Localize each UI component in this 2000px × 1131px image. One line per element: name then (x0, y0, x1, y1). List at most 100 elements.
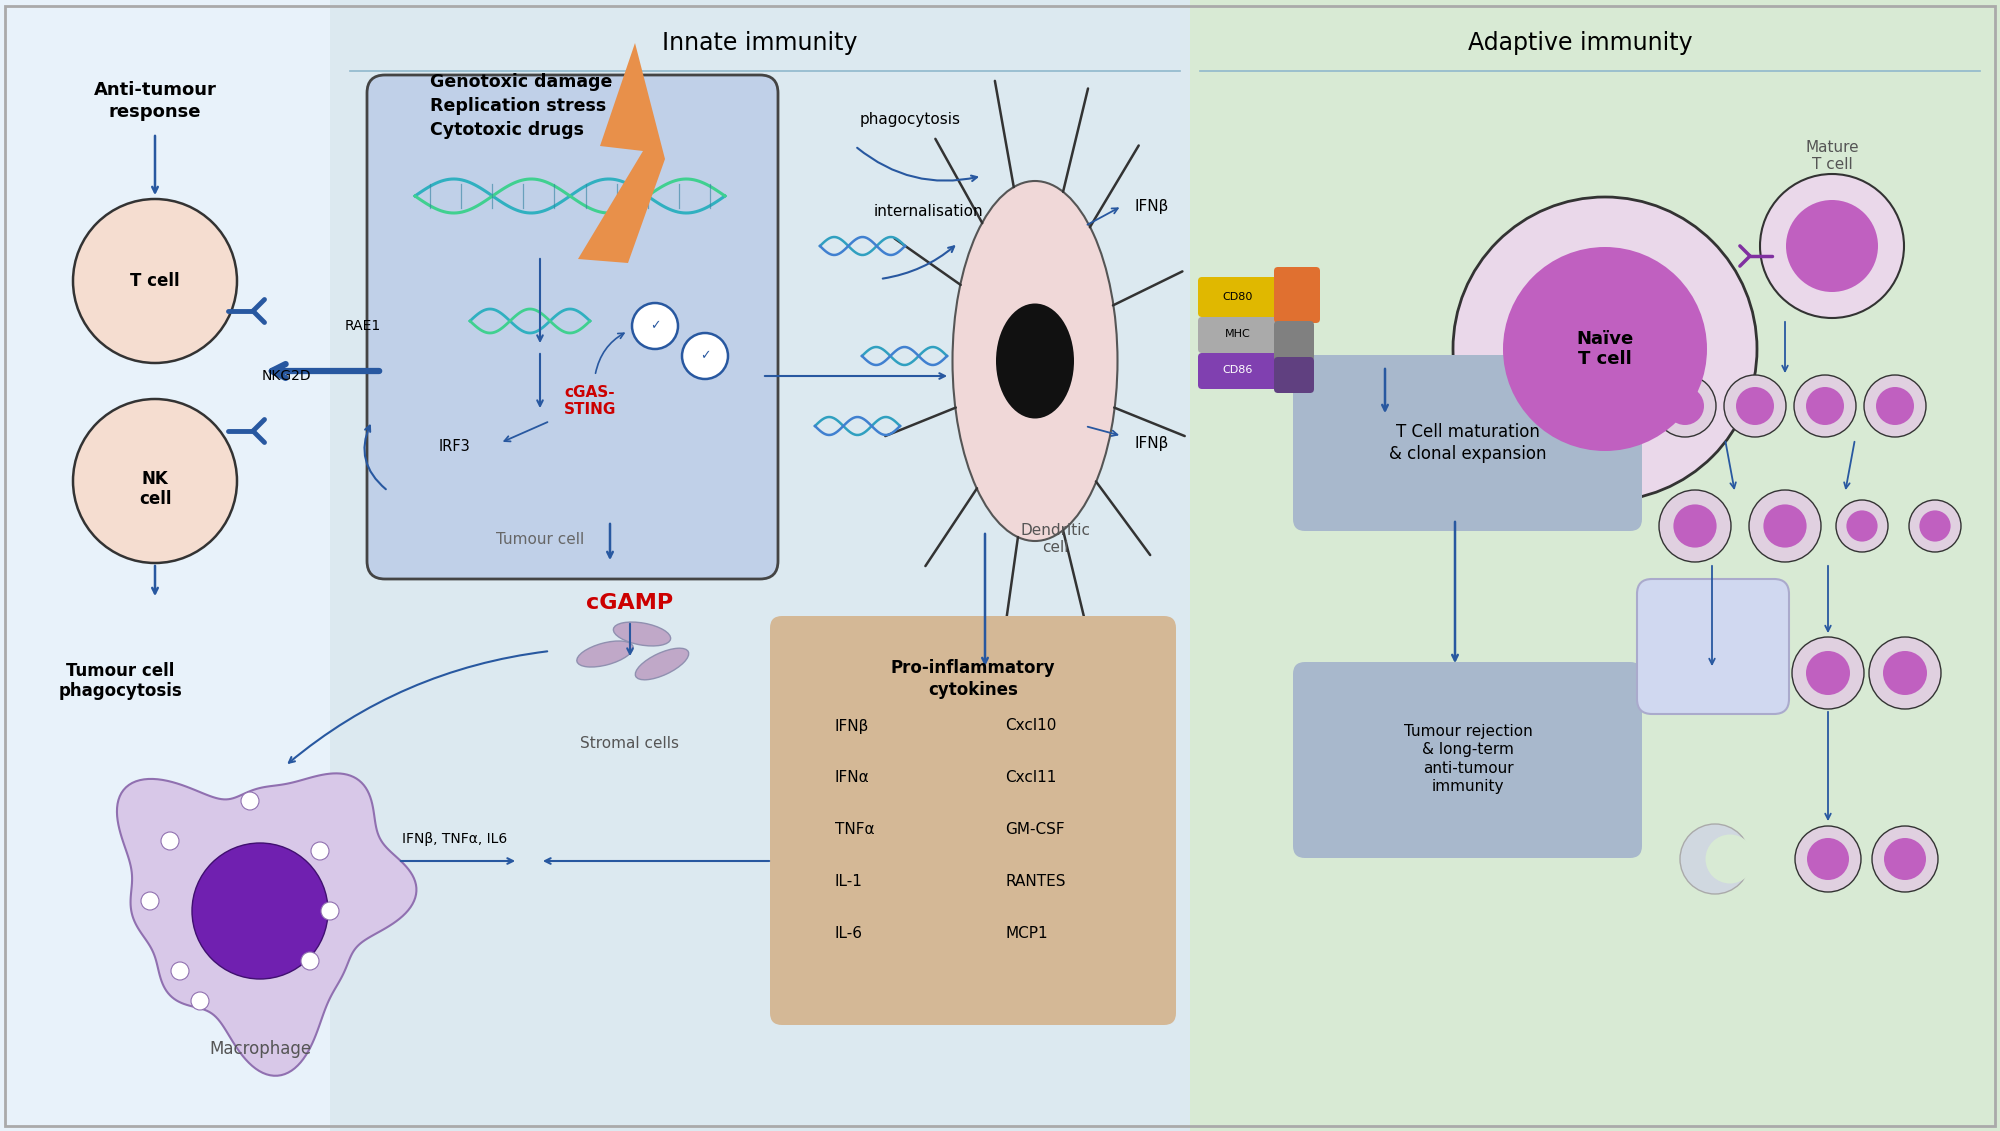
FancyBboxPatch shape (1198, 353, 1278, 389)
Circle shape (1876, 387, 1914, 425)
Text: IL-6: IL-6 (836, 926, 864, 941)
Circle shape (1660, 490, 1732, 562)
Text: T cell: T cell (130, 271, 180, 290)
Text: Adaptive immunity: Adaptive immunity (1468, 31, 1692, 55)
Ellipse shape (952, 181, 1118, 541)
FancyBboxPatch shape (1294, 355, 1642, 530)
Text: Cxcl10: Cxcl10 (1006, 718, 1056, 734)
Circle shape (1750, 490, 1822, 562)
Text: Stromal cells: Stromal cells (580, 735, 680, 751)
Circle shape (1806, 387, 1844, 425)
Circle shape (1674, 504, 1716, 547)
Text: phagocytosis: phagocytosis (860, 112, 960, 127)
Text: RAE1: RAE1 (346, 319, 382, 333)
Text: Tumour cell
phagocytosis: Tumour cell phagocytosis (58, 662, 182, 700)
FancyBboxPatch shape (1636, 579, 1790, 714)
Ellipse shape (636, 648, 688, 680)
Circle shape (320, 903, 340, 920)
Text: Anti-tumour
response: Anti-tumour response (94, 81, 216, 121)
Circle shape (1884, 651, 1928, 696)
Text: NKG2D: NKG2D (262, 369, 312, 383)
Circle shape (1764, 504, 1806, 547)
Text: Mature
T cell: Mature T cell (1806, 140, 1858, 172)
Circle shape (1836, 500, 1888, 552)
Text: ✓: ✓ (650, 319, 660, 333)
Circle shape (1760, 174, 1904, 318)
Circle shape (240, 792, 260, 810)
Circle shape (1786, 200, 1878, 292)
Text: Dendritic
cell: Dendritic cell (1020, 523, 1090, 555)
Circle shape (1806, 651, 1850, 696)
Circle shape (1666, 387, 1704, 425)
Text: T Cell maturation
& clonal expansion: T Cell maturation & clonal expansion (1390, 423, 1546, 463)
Circle shape (1794, 375, 1856, 437)
Circle shape (72, 199, 238, 363)
Text: CD86: CD86 (1222, 365, 1254, 375)
Text: IFNβ: IFNβ (1136, 435, 1170, 450)
Text: cGAMP: cGAMP (586, 593, 674, 613)
Text: internalisation: internalisation (874, 204, 982, 218)
Circle shape (300, 952, 320, 970)
Circle shape (1908, 500, 1962, 552)
Text: MHC: MHC (1226, 329, 1250, 339)
Circle shape (1452, 197, 1758, 501)
Text: TNFα: TNFα (836, 822, 874, 837)
Text: IFNβ: IFNβ (1136, 199, 1170, 214)
Ellipse shape (576, 641, 634, 667)
Text: IFNβ, TNFα, IL6: IFNβ, TNFα, IL6 (402, 832, 508, 846)
Text: Innate immunity: Innate immunity (662, 31, 858, 55)
Text: cGAS-
STING: cGAS- STING (564, 385, 616, 417)
FancyBboxPatch shape (1274, 267, 1320, 323)
Text: Tumour cell: Tumour cell (496, 532, 584, 547)
FancyBboxPatch shape (1294, 662, 1642, 858)
Ellipse shape (614, 622, 670, 646)
Polygon shape (578, 43, 664, 264)
FancyBboxPatch shape (1274, 357, 1314, 392)
Circle shape (1654, 375, 1716, 437)
Text: NK
cell: NK cell (138, 469, 172, 509)
FancyBboxPatch shape (770, 616, 1176, 1025)
Circle shape (1884, 838, 1926, 880)
Text: Pro-inflammatory
cytokines: Pro-inflammatory cytokines (890, 659, 1056, 699)
Circle shape (72, 399, 238, 563)
FancyBboxPatch shape (1274, 321, 1314, 361)
FancyBboxPatch shape (330, 0, 1190, 1131)
Circle shape (1736, 387, 1774, 425)
Text: IRF3: IRF3 (440, 439, 470, 454)
Circle shape (1808, 838, 1848, 880)
Circle shape (1680, 824, 1750, 893)
Circle shape (192, 843, 328, 979)
Text: Genotoxic damage
Replication stress
Cytotoxic drugs: Genotoxic damage Replication stress Cyto… (430, 72, 612, 139)
Circle shape (1792, 637, 1864, 709)
FancyBboxPatch shape (1190, 0, 2000, 1131)
Circle shape (172, 962, 188, 979)
Circle shape (1504, 247, 1708, 451)
Text: Macrophage: Macrophage (208, 1041, 312, 1057)
Polygon shape (116, 774, 416, 1076)
Text: IFNβ: IFNβ (836, 718, 870, 734)
Text: Naïve
T cell: Naïve T cell (1576, 329, 1634, 369)
Circle shape (1796, 826, 1860, 892)
FancyBboxPatch shape (0, 0, 330, 1131)
Text: IFNα: IFNα (836, 770, 870, 786)
Text: MCP1: MCP1 (1006, 926, 1048, 941)
FancyBboxPatch shape (1198, 317, 1278, 353)
Text: RANTES: RANTES (1006, 874, 1066, 889)
Circle shape (1920, 510, 1950, 542)
Text: CD80: CD80 (1222, 292, 1254, 302)
Circle shape (682, 333, 728, 379)
Circle shape (140, 892, 160, 910)
Circle shape (1724, 375, 1786, 437)
Ellipse shape (996, 303, 1074, 418)
Circle shape (1846, 510, 1878, 542)
Text: Cxcl11: Cxcl11 (1006, 770, 1056, 786)
FancyBboxPatch shape (368, 75, 778, 579)
Circle shape (632, 303, 678, 349)
Text: IL-1: IL-1 (836, 874, 862, 889)
Text: Tumour rejection
& long-term
anti-tumour
immunity: Tumour rejection & long-term anti-tumour… (1404, 724, 1532, 794)
Circle shape (1706, 835, 1754, 883)
FancyBboxPatch shape (1198, 277, 1278, 317)
Circle shape (192, 992, 208, 1010)
Text: GM-CSF: GM-CSF (1006, 822, 1064, 837)
Circle shape (312, 841, 328, 860)
